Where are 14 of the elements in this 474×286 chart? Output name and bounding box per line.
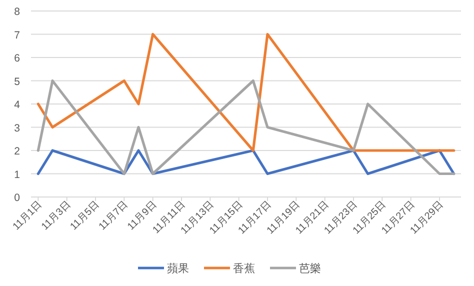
y-tick-label: 8 xyxy=(14,6,20,18)
line-series xyxy=(36,79,456,176)
y-tick-label: 0 xyxy=(14,192,20,204)
y-tick-label: 5 xyxy=(14,76,20,88)
y-tick-label: 4 xyxy=(14,99,20,111)
y-tick-label: 3 xyxy=(14,122,20,134)
line-series xyxy=(36,32,456,152)
y-tick-label: 1 xyxy=(14,168,20,181)
legend-label: 芭樂 xyxy=(299,262,321,275)
y-tick-label: 7 xyxy=(14,29,20,42)
y-tick-label: 6 xyxy=(14,52,20,64)
y-tick-label: 2 xyxy=(14,146,20,158)
legend-label: 蘋果 xyxy=(167,262,189,275)
legend-label: 香蕉 xyxy=(233,262,255,275)
